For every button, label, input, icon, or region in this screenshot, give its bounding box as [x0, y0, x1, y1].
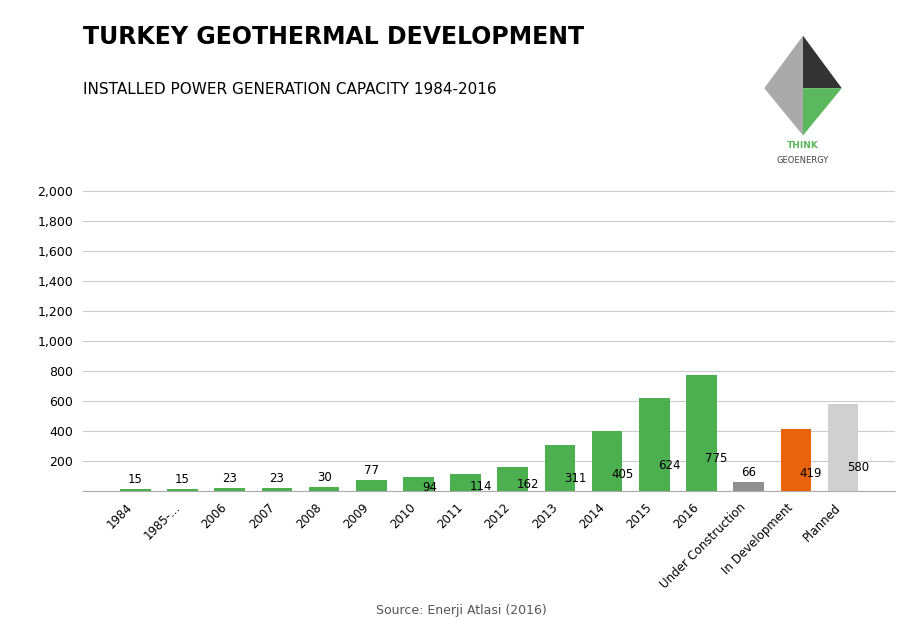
Text: 23: 23: [222, 472, 237, 485]
Text: THINK: THINK: [787, 140, 819, 150]
Text: 114: 114: [470, 480, 492, 493]
Text: 94: 94: [422, 481, 438, 494]
Text: 311: 311: [564, 472, 586, 485]
Bar: [450, 474, 481, 491]
Text: 162: 162: [517, 478, 539, 491]
Polygon shape: [764, 36, 803, 135]
Text: 77: 77: [364, 464, 378, 477]
Bar: [545, 445, 575, 491]
Text: 624: 624: [658, 459, 680, 472]
Bar: [120, 489, 150, 491]
Text: 405: 405: [611, 468, 633, 481]
Text: INSTALLED POWER GENERATION CAPACITY 1984-2016: INSTALLED POWER GENERATION CAPACITY 1984…: [83, 82, 497, 97]
Text: 66: 66: [741, 466, 756, 479]
Bar: [261, 488, 293, 491]
Text: 23: 23: [270, 472, 284, 485]
Text: TURKEY GEOTHERMAL DEVELOPMENT: TURKEY GEOTHERMAL DEVELOPMENT: [83, 25, 584, 49]
Text: 30: 30: [317, 471, 331, 484]
Bar: [686, 375, 717, 491]
Bar: [828, 404, 858, 491]
Bar: [734, 481, 764, 491]
Bar: [639, 398, 670, 491]
Text: 419: 419: [799, 467, 822, 480]
Bar: [308, 487, 340, 491]
Bar: [592, 431, 622, 491]
Text: 15: 15: [175, 474, 190, 486]
Text: 580: 580: [846, 461, 869, 474]
Text: 15: 15: [128, 474, 143, 486]
Bar: [356, 480, 387, 491]
Text: 775: 775: [705, 452, 727, 466]
Bar: [497, 467, 528, 491]
Bar: [403, 478, 434, 491]
Polygon shape: [803, 36, 842, 88]
Text: Source: Enerji Atlasi (2016): Source: Enerji Atlasi (2016): [377, 604, 546, 617]
Polygon shape: [803, 88, 842, 135]
Bar: [214, 488, 245, 491]
Bar: [167, 489, 198, 491]
Text: GEOENERGY: GEOENERGY: [777, 156, 829, 166]
Bar: [781, 428, 811, 491]
